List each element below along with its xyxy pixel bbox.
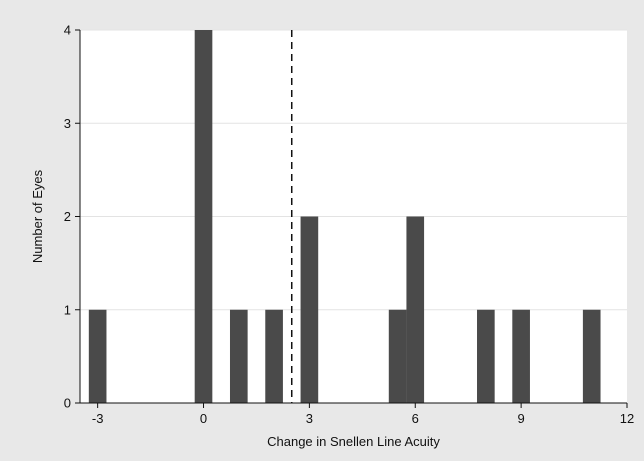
y-tick-label-4: 4	[64, 23, 71, 38]
x-axis-title: Change in Snellen Line Acuity	[267, 434, 440, 449]
bar-6	[406, 216, 425, 403]
x-tick-label-12: 12	[620, 411, 634, 426]
bar-8	[512, 309, 530, 403]
y-tick-label-1: 1	[64, 302, 71, 317]
x-tick-label-9: 9	[518, 411, 525, 426]
bar-0	[88, 309, 107, 403]
bar-3	[265, 309, 283, 403]
x-tick-label-6: 6	[412, 411, 419, 426]
grid-lines	[80, 29, 627, 311]
x-tick-label--3: -3	[92, 411, 104, 426]
bar-7	[477, 309, 495, 403]
y-tick-label-2: 2	[64, 209, 71, 224]
bar-2	[229, 309, 248, 403]
y-tick-label-0: 0	[64, 396, 71, 411]
bar-4	[300, 216, 319, 403]
x-tick-label-0: 0	[200, 411, 207, 426]
bar-5	[388, 309, 407, 403]
x-tick-label-3: 3	[306, 411, 313, 426]
bars	[88, 30, 601, 403]
y-tick-label-3: 3	[64, 116, 71, 131]
bar-9	[582, 309, 601, 403]
y-axis-title: Number of Eyes	[30, 169, 45, 263]
bar-1	[194, 30, 213, 403]
